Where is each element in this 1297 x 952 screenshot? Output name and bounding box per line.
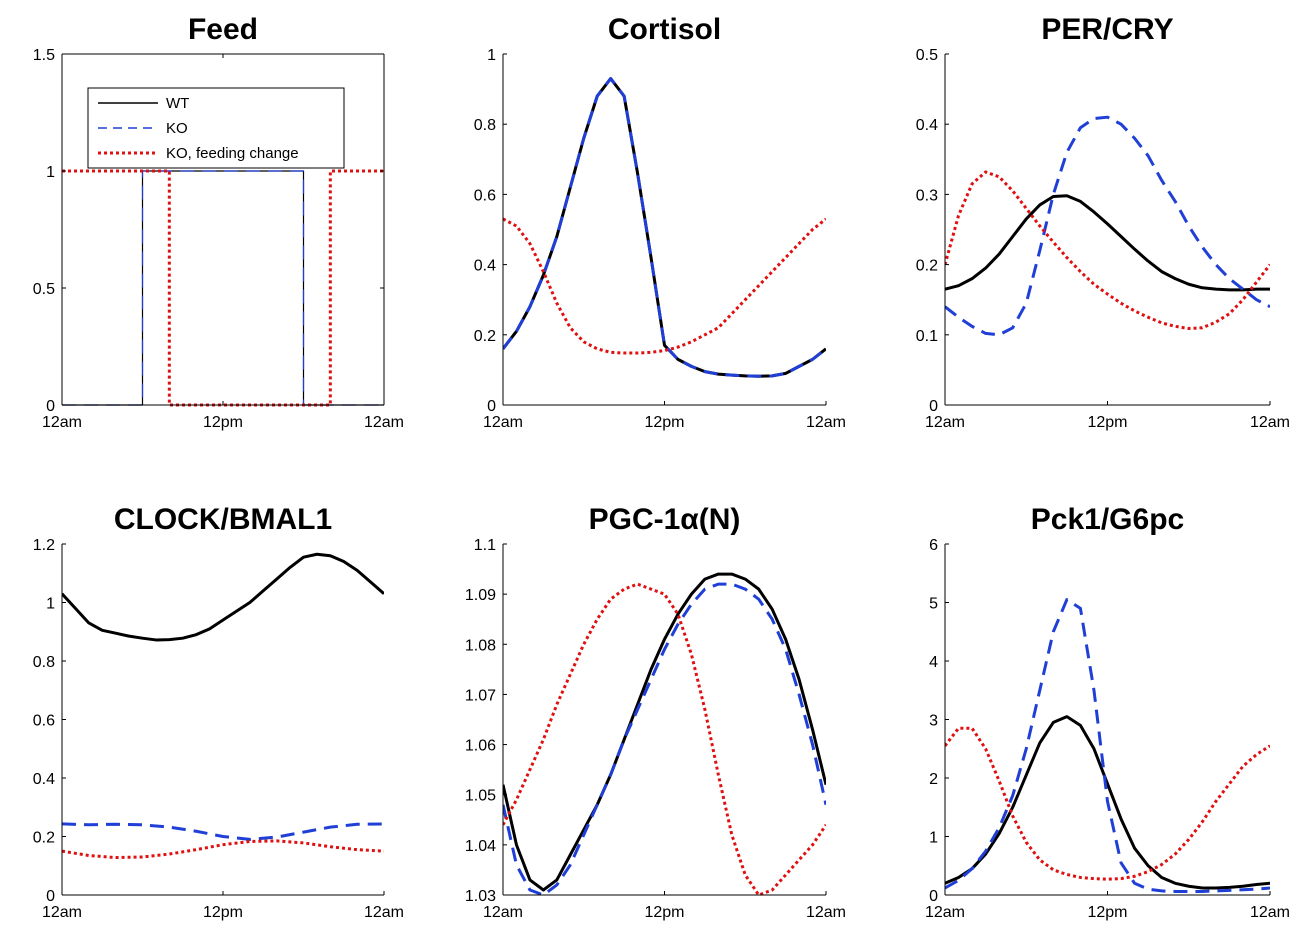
y-tick-label: 0.6: [33, 713, 55, 730]
x-tick-label: 12am: [1250, 414, 1290, 431]
y-tick-label: 0: [46, 398, 55, 415]
panel-title: PGC-1α(N): [589, 503, 741, 536]
x-tick-label: 12am: [1250, 904, 1290, 921]
y-tick-label: 0: [46, 888, 55, 905]
y-tick-label: 4: [929, 654, 938, 671]
y-tick-label: 2: [929, 771, 938, 788]
series-line-1: [945, 115, 1270, 337]
panel-title: CLOCK/BMAL1: [114, 503, 332, 536]
x-tick-label: 12am: [42, 904, 82, 921]
x-tick-label: 12pm: [1087, 414, 1127, 431]
y-tick-label: 1.03: [465, 888, 496, 905]
y-tick-label: 1.2: [33, 537, 55, 554]
y-tick-label: 0.2: [33, 830, 55, 847]
series-line-2: [503, 582, 826, 897]
x-tick-label: 12am: [364, 414, 404, 431]
panel-title: Pck1/G6pc: [1031, 503, 1184, 536]
x-tick-label: 12am: [925, 414, 965, 431]
legend: WT KO KO, feeding change: [87, 87, 345, 169]
y-tick-label: 1: [46, 596, 55, 613]
y-tick-label: 0.1: [916, 328, 938, 345]
series-line-0: [945, 194, 1270, 292]
panel-3: CLOCK/BMAL1 0 0.2 0.4 0.6 0.8 1 1.2 12am 12pm 12am: [33, 503, 404, 921]
y-tick-label: 1.08: [465, 637, 496, 654]
x-tick-label: 12am: [925, 904, 965, 921]
series-line-2: [945, 170, 1270, 330]
panel-title: Cortisol: [608, 13, 721, 46]
y-tick-label: 0.2: [474, 328, 496, 345]
x-tick-label: 12am: [806, 414, 846, 431]
y-tick-label: 1: [487, 47, 496, 64]
series-line-0: [503, 572, 826, 892]
panel-4: PGC-1α(N) 1.03 1.04 1.05 1.06 1.07 1.08 1.09 1.1…: [465, 503, 846, 921]
y-tick-label: 0.8: [474, 117, 496, 134]
legend-label: KO, feeding change: [166, 145, 299, 162]
legend-label: KO: [166, 120, 188, 137]
y-tick-label: 1.07: [465, 687, 496, 704]
series-line-2: [503, 217, 826, 355]
x-tick-label: 12am: [806, 904, 846, 921]
y-tick-label: 0.4: [916, 117, 938, 134]
panel-2: PER/CRY 0 0.1 0.2 0.3 0.4 0.5 12am 12pm 12am: [916, 13, 1290, 431]
series-line-1: [945, 598, 1270, 893]
y-tick-label: 0.4: [474, 258, 496, 275]
y-tick-label: 1.06: [465, 738, 496, 755]
series-line-1: [503, 77, 826, 378]
x-tick-label: 12am: [483, 904, 523, 921]
y-tick-label: 0.5: [916, 47, 938, 64]
series-line-1: [62, 822, 384, 841]
y-tick-label: 6: [929, 537, 938, 554]
x-tick-label: 12pm: [644, 904, 684, 921]
x-tick-label: 12pm: [203, 904, 243, 921]
panel-title: PER/CRY: [1041, 13, 1173, 46]
y-tick-label: 1: [46, 164, 55, 181]
y-tick-label: 5: [929, 596, 938, 613]
x-tick-label: 12am: [483, 414, 523, 431]
y-tick-label: 0.3: [916, 187, 938, 204]
y-tick-label: 1: [929, 830, 938, 847]
series-line-2: [62, 169, 384, 407]
series-line-0: [62, 552, 384, 642]
y-tick-label: 3: [929, 713, 938, 730]
panel-0: Feed 0 0.5 1 1.5 12am 12pm 12am WT KO KO, feeding …: [33, 13, 404, 431]
y-tick-label: 1.09: [465, 587, 496, 604]
panel-5: Pck1/G6pc 0 1 2 3 4 5 6 12am 12pm 12am: [925, 503, 1290, 921]
y-tick-label: 1.04: [465, 838, 496, 855]
y-tick-label: 0: [487, 398, 496, 415]
y-tick-label: 0.5: [33, 281, 55, 298]
panel-1: Cortisol 0 0.2 0.4 0.6 0.8 1 12am 12pm 12am: [474, 13, 846, 431]
x-tick-label: 12pm: [203, 414, 243, 431]
y-tick-label: 0: [929, 398, 938, 415]
x-tick-label: 12am: [364, 904, 404, 921]
x-tick-label: 12am: [42, 414, 82, 431]
series-line-1: [62, 170, 384, 406]
series-line-0: [945, 715, 1270, 890]
x-tick-label: 12pm: [644, 414, 684, 431]
x-tick-label: 12pm: [1087, 904, 1127, 921]
y-tick-label: 0.6: [474, 187, 496, 204]
series-line-2: [62, 839, 384, 860]
panel-title: Feed: [188, 13, 258, 46]
y-tick-label: 0.2: [916, 258, 938, 275]
y-tick-label: 1.1: [474, 537, 496, 554]
y-tick-label: 1.05: [465, 788, 496, 805]
series-line-0: [503, 77, 826, 378]
y-tick-label: 0.8: [33, 654, 55, 671]
y-tick-label: 1.5: [33, 47, 55, 64]
legend-box: [87, 87, 345, 169]
legend-label: WT: [166, 95, 189, 112]
series-line-1: [503, 582, 826, 897]
y-tick-label: 0.4: [33, 771, 55, 788]
y-tick-label: 0: [929, 888, 938, 905]
series-line-2: [945, 726, 1270, 881]
series-line-0: [62, 170, 384, 406]
